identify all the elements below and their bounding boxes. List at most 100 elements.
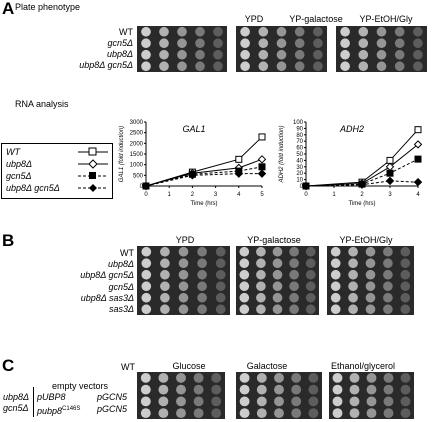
series-point-3 (188, 171, 197, 180)
y-axis-label: ADH2 (fold induction) (279, 125, 285, 183)
yeast-spot (239, 269, 250, 280)
yeast-spot (376, 26, 387, 37)
panel-b-col-ethanol: YP-EtOH/Gly (339, 235, 393, 245)
series-line-0 (305, 129, 419, 187)
yeast-spot (348, 304, 358, 315)
plate-spots (239, 372, 319, 419)
yeast-spot (383, 372, 394, 383)
yeast-spot (211, 408, 222, 419)
panel-b-letter: B (2, 231, 15, 250)
yeast-spot (215, 258, 226, 269)
yeast-spot (272, 258, 283, 269)
yeast-spot (400, 292, 411, 303)
yeast-spot (305, 304, 316, 315)
yeast-spot (348, 292, 358, 303)
yeast-spot (240, 26, 250, 37)
yeast-spot (400, 396, 411, 407)
yeast-spot (256, 246, 266, 257)
yeast-spot (400, 281, 411, 292)
yeast-spot (348, 269, 358, 280)
yeast-spot (197, 269, 207, 280)
yeast-spot (256, 396, 267, 407)
yeast-spot (291, 408, 302, 419)
yeast-spot (140, 384, 151, 395)
yeast-spot (305, 246, 316, 257)
yeast-spot (158, 396, 169, 407)
yeast-spot (258, 49, 269, 60)
y-tick-label: 2500 (130, 131, 144, 137)
series-point-2 (258, 163, 266, 171)
yeast-spot (177, 49, 187, 60)
y-tick-label: 20 (296, 171, 303, 177)
yeast-spot (400, 384, 411, 395)
panel-b-col-galactose: YP-galactose (247, 235, 301, 245)
yeast-spot (141, 61, 151, 72)
yeast-spot (365, 258, 376, 269)
yeast-spot (383, 246, 393, 257)
yeast-spot (160, 292, 170, 303)
yeast-spot (413, 26, 423, 37)
yeast-spot (294, 26, 305, 37)
legend-label-ubp8: ubp8Δ (6, 159, 33, 169)
series-line-1 (305, 144, 419, 187)
yeast-spot (274, 384, 284, 395)
y-tick-label: 10 (296, 178, 303, 184)
x-tick-label: 4 (237, 192, 241, 198)
yeast-spot (176, 396, 186, 407)
yeast-spot (313, 49, 323, 60)
series-line-2 (305, 158, 419, 187)
yeast-spot (394, 26, 405, 37)
panel-c-pubp8-mut-label: pubp8 (37, 406, 63, 416)
yeast-spot (383, 281, 393, 292)
y-tick-label: 100 (293, 120, 304, 126)
yeast-spot (195, 49, 205, 60)
yeast-spot (141, 49, 151, 60)
legend-label-ubp8-gcn5: ubp8Δ gcn5Δ (6, 183, 60, 193)
yeast-spot (366, 408, 377, 419)
yeast-spot (197, 281, 207, 292)
yeast-spot (291, 396, 302, 407)
yeast-spot (358, 61, 369, 72)
panel-b-strain-gcn5: gcn5Δ (108, 282, 134, 292)
panel-a-strain-ubp8-gcn5: ubp8Δ gcn5Δ (79, 60, 133, 70)
series-point-3 (413, 177, 423, 187)
yeast-spot (330, 304, 341, 315)
panel-a-plate-ypd (137, 26, 227, 72)
yeast-spot (193, 396, 204, 407)
yeast-spot (195, 38, 205, 49)
y-tick-label: 1500 (130, 152, 144, 158)
yeast-spot (294, 49, 305, 60)
yeast-spot (141, 38, 151, 49)
yeast-spot (160, 281, 170, 292)
panel-a-title: Plate phenotype (15, 2, 81, 12)
legend-label-wt: WT (6, 147, 20, 157)
yeast-spot (349, 384, 360, 395)
yeast-spot (158, 372, 169, 383)
yeast-spot (160, 258, 170, 269)
yeast-spot (141, 292, 152, 303)
panel-b-col-ypd: YPD (175, 235, 195, 245)
chart-legend: WT ubp8Δ gcn5Δ ubp8Δ gcn5Δ (1, 143, 113, 199)
yeast-spot (256, 281, 266, 292)
yeast-spot (340, 26, 350, 37)
series-point-0 (414, 126, 422, 134)
yeast-spot (240, 61, 250, 72)
panel-b-plate-ypd (137, 246, 230, 315)
yeast-spot (340, 61, 350, 72)
yeast-spot (394, 38, 405, 49)
yeast-spot (291, 384, 302, 395)
yeast-spot (276, 26, 287, 37)
x-tick-label: 2 (191, 192, 195, 198)
yeast-spot (400, 269, 411, 280)
panel-c-plate-ethanol (329, 372, 414, 419)
yeast-spot (195, 26, 205, 37)
x-axis-label: Time (hrs) (190, 201, 217, 207)
chart-title: GAL1 (182, 124, 205, 134)
yeast-spot (313, 61, 323, 72)
yeast-spot (305, 258, 316, 269)
yeast-spot (141, 258, 152, 269)
yeast-spot (195, 61, 205, 72)
yeast-spot (330, 269, 341, 280)
yeast-spot (240, 38, 250, 49)
